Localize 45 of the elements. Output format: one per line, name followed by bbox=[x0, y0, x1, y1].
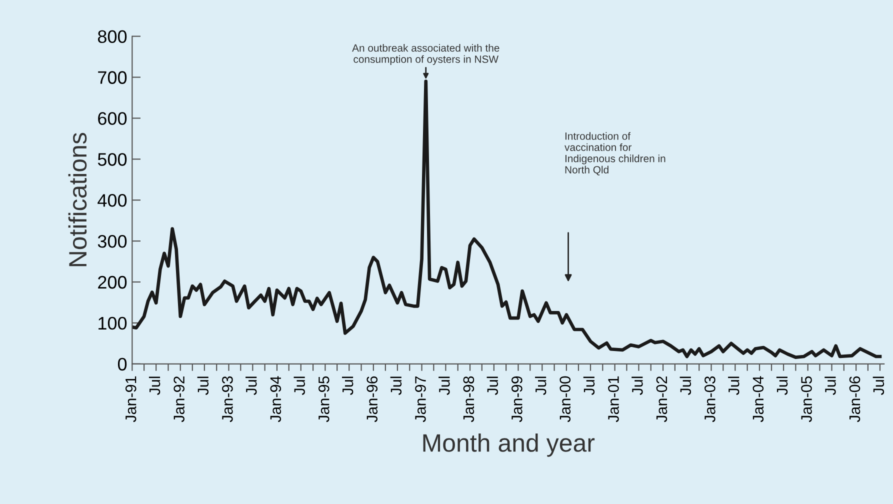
x-tick-label: Jul bbox=[583, 376, 595, 395]
x-tick-label: Jul bbox=[148, 376, 160, 395]
x-tick-label: Jul bbox=[728, 376, 740, 395]
x-tick-label: Jul bbox=[872, 376, 884, 395]
y-tick-label: 400 bbox=[98, 194, 127, 207]
annotation: An outbreak associated with the consumption of oysters in NSW bbox=[352, 44, 500, 65]
x-tick-label: Jan-97 bbox=[415, 376, 426, 422]
y-tick-label: 800 bbox=[98, 30, 127, 44]
x-tick-label: Jul bbox=[776, 376, 788, 395]
x-tick-label: Jan-91 bbox=[125, 376, 136, 422]
x-tick-label: Jan-96 bbox=[366, 376, 378, 422]
x-tick-label: Jul bbox=[535, 376, 546, 395]
x-tick-label: Jan-05 bbox=[801, 376, 812, 422]
x-tick-label: Jul bbox=[246, 376, 257, 395]
x-tick-label: Jul bbox=[486, 376, 498, 395]
x-tick-label: Jan-06 bbox=[849, 376, 860, 422]
x-tick-label: Jan-00 bbox=[560, 376, 571, 422]
y-tick-label: 300 bbox=[98, 234, 127, 248]
x-tick-label: Jul bbox=[438, 376, 450, 395]
x-tick-label: Jan-94 bbox=[270, 376, 282, 422]
x-tick-label: Jan-93 bbox=[222, 376, 233, 422]
x-tick-label: Jul bbox=[294, 376, 305, 395]
x-tick-label: Jul bbox=[342, 376, 354, 395]
x-tick-label: Jan-03 bbox=[704, 376, 716, 422]
x-tick-label: Jul bbox=[632, 376, 643, 395]
y-tick-label: 700 bbox=[98, 71, 127, 84]
y-tick-label: 600 bbox=[98, 112, 127, 125]
x-tick-label: Jul bbox=[824, 376, 836, 395]
x-tick-label: Jul bbox=[390, 376, 402, 395]
x-tick-label: Jul bbox=[197, 376, 209, 395]
x-axis-title: Month and year bbox=[423, 434, 595, 457]
x-tick-label: Jan-01 bbox=[608, 376, 619, 422]
x-tick-label: Jul bbox=[680, 376, 692, 395]
y-tick-label: 0 bbox=[118, 358, 127, 371]
x-tick-label: Jan-02 bbox=[656, 376, 668, 422]
y-tick-label: 500 bbox=[98, 153, 127, 166]
x-tick-label: Jan-98 bbox=[463, 376, 474, 422]
annotation: Introduction of vaccination for Indigenous children in North Qld bbox=[564, 132, 666, 176]
x-tick-label: Jan-99 bbox=[512, 376, 522, 422]
y-tick-label: 200 bbox=[98, 276, 127, 289]
x-tick-label: Jan-95 bbox=[318, 376, 330, 422]
x-tick-label: Jan-92 bbox=[174, 376, 184, 422]
y-axis-title: Notifications bbox=[68, 132, 87, 266]
y-tick-label: 100 bbox=[98, 316, 127, 330]
x-tick-label: Jan-04 bbox=[752, 376, 764, 422]
